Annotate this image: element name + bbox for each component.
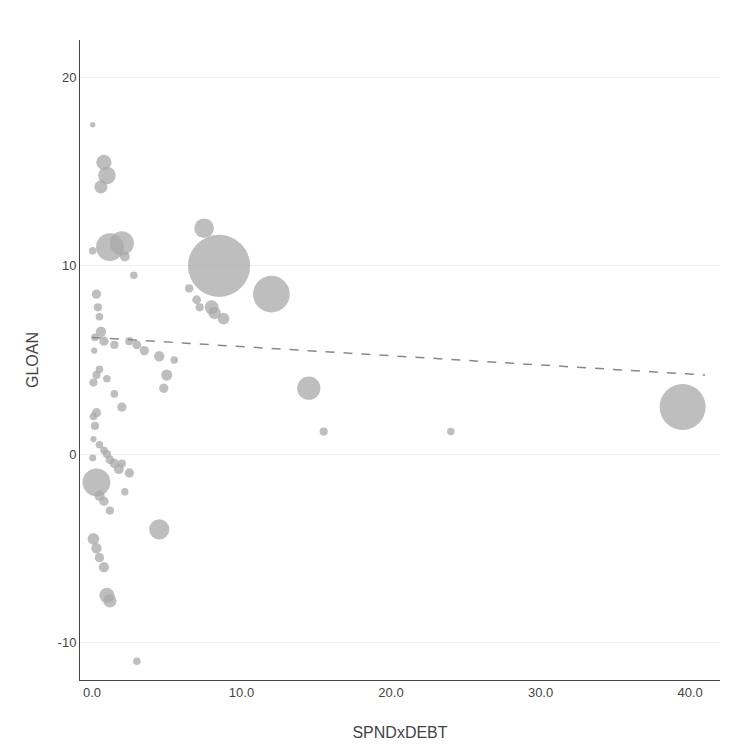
svg-text:40.0: 40.0 bbox=[677, 685, 702, 700]
svg-text:-10: -10 bbox=[58, 635, 77, 650]
svg-text:0.0: 0.0 bbox=[83, 685, 101, 700]
svg-text:SPNDxDEBT: SPNDxDEBT bbox=[352, 724, 447, 741]
svg-text:20.0: 20.0 bbox=[378, 685, 403, 700]
svg-text:10: 10 bbox=[62, 258, 76, 273]
svg-text:GLOAN: GLOAN bbox=[24, 332, 41, 388]
svg-text:20: 20 bbox=[62, 70, 76, 85]
svg-text:10.0: 10.0 bbox=[229, 685, 254, 700]
svg-text:0: 0 bbox=[69, 447, 76, 462]
svg-text:30.0: 30.0 bbox=[528, 685, 553, 700]
